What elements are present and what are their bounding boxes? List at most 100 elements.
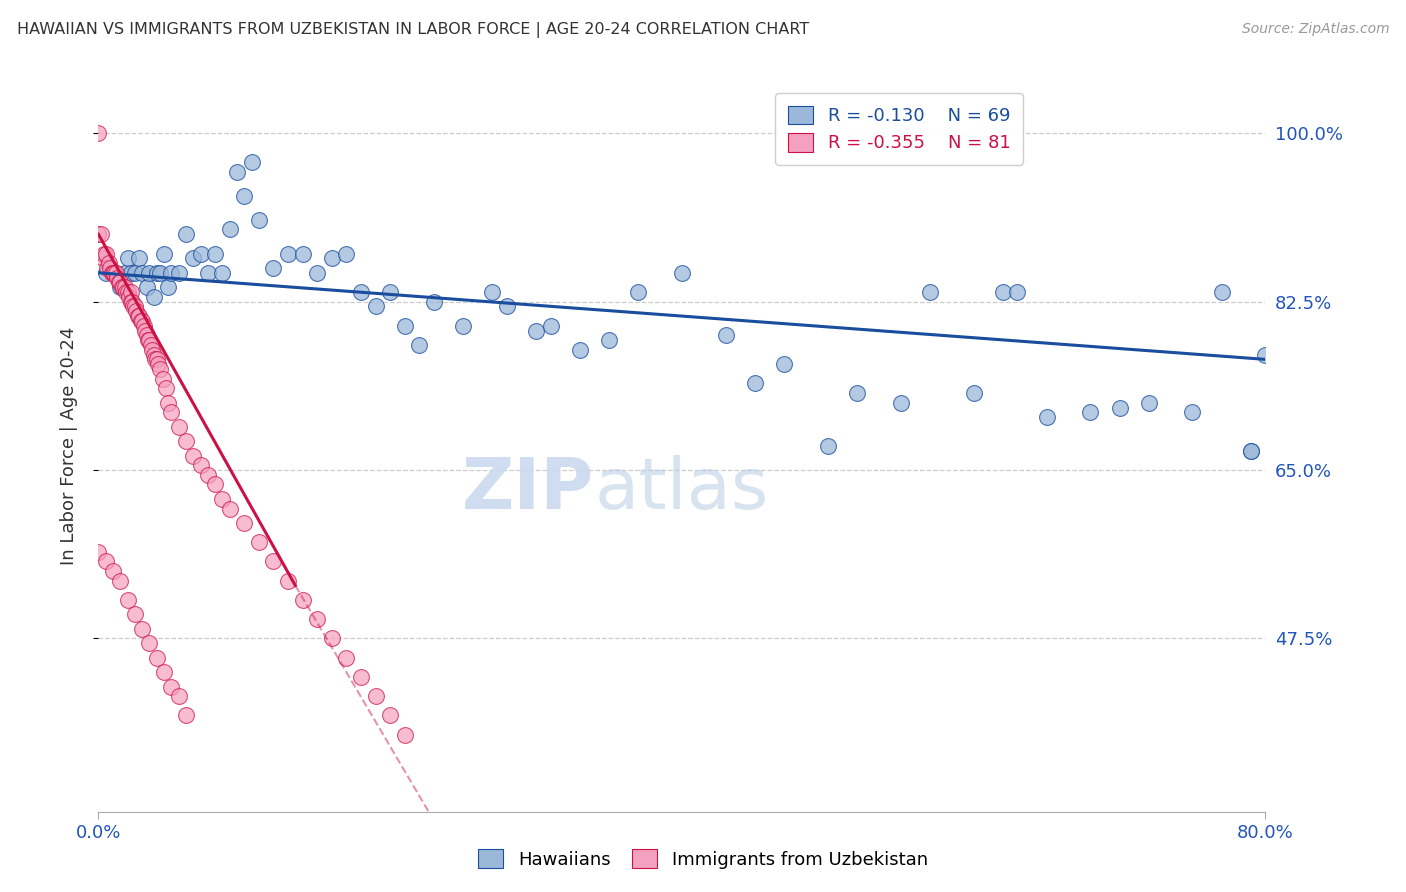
Point xyxy=(108,276,131,290)
Point xyxy=(146,352,169,367)
Point xyxy=(101,266,124,280)
Point xyxy=(181,449,204,463)
Point xyxy=(160,405,183,419)
Point xyxy=(167,419,190,434)
Point xyxy=(211,266,233,280)
Point xyxy=(148,357,170,371)
Text: ZIP: ZIP xyxy=(463,456,595,524)
Point xyxy=(134,324,156,338)
Point xyxy=(262,554,284,568)
Point xyxy=(129,314,152,328)
Point xyxy=(118,290,141,304)
Point xyxy=(568,343,591,357)
Point xyxy=(115,285,138,299)
Point xyxy=(110,280,132,294)
Point xyxy=(160,680,183,694)
Point xyxy=(451,318,474,333)
Point xyxy=(408,338,430,352)
Point xyxy=(104,266,127,280)
Point xyxy=(121,294,143,309)
Point xyxy=(135,280,157,294)
Point xyxy=(991,285,1014,299)
Point xyxy=(104,266,127,280)
Point xyxy=(181,252,204,266)
Point xyxy=(103,266,125,280)
Point xyxy=(167,690,190,704)
Point xyxy=(153,246,176,260)
Legend: Hawaiians, Immigrants from Uzbekistan: Hawaiians, Immigrants from Uzbekistan xyxy=(471,842,935,876)
Point xyxy=(98,260,121,275)
Point xyxy=(846,386,869,401)
Point xyxy=(598,333,620,347)
Point xyxy=(1007,285,1029,299)
Point xyxy=(291,593,314,607)
Text: atlas: atlas xyxy=(595,456,769,524)
Point xyxy=(1035,410,1057,425)
Point xyxy=(142,290,165,304)
Point xyxy=(124,266,146,280)
Point xyxy=(1240,443,1263,458)
Point xyxy=(197,467,219,482)
Text: Source: ZipAtlas.com: Source: ZipAtlas.com xyxy=(1241,22,1389,37)
Point xyxy=(1211,285,1233,299)
Point xyxy=(204,246,226,260)
Point xyxy=(125,304,148,318)
Point xyxy=(277,246,299,260)
Point xyxy=(1240,443,1263,458)
Point xyxy=(167,266,190,280)
Point xyxy=(773,357,796,371)
Point xyxy=(105,270,128,285)
Point xyxy=(350,285,373,299)
Point xyxy=(87,126,110,140)
Point xyxy=(117,593,139,607)
Point xyxy=(218,501,240,516)
Point xyxy=(153,665,176,680)
Point xyxy=(139,338,162,352)
Point xyxy=(128,252,150,266)
Point xyxy=(101,564,124,578)
Point xyxy=(307,612,329,626)
Y-axis label: In Labor Force | Age 20-24: In Labor Force | Age 20-24 xyxy=(59,326,77,566)
Point xyxy=(962,386,984,401)
Point xyxy=(94,246,117,260)
Point xyxy=(110,574,132,588)
Point xyxy=(481,285,503,299)
Point xyxy=(233,516,256,530)
Point xyxy=(262,260,284,275)
Point xyxy=(307,266,329,280)
Point xyxy=(90,227,112,242)
Point xyxy=(94,266,117,280)
Legend: R = -0.130    N = 69, R = -0.355    N = 81: R = -0.130 N = 69, R = -0.355 N = 81 xyxy=(775,93,1024,165)
Point xyxy=(744,376,766,391)
Point xyxy=(96,260,118,275)
Point xyxy=(124,300,146,314)
Point xyxy=(120,285,142,299)
Point xyxy=(93,246,115,260)
Point xyxy=(141,343,163,357)
Point xyxy=(496,300,519,314)
Point xyxy=(226,164,249,178)
Point xyxy=(131,622,153,636)
Point xyxy=(136,333,159,347)
Point xyxy=(190,246,212,260)
Point xyxy=(247,535,270,549)
Point xyxy=(918,285,941,299)
Point xyxy=(157,280,180,294)
Point xyxy=(91,252,114,266)
Point xyxy=(114,280,136,294)
Point xyxy=(204,477,226,491)
Point xyxy=(146,266,169,280)
Point xyxy=(94,554,117,568)
Point xyxy=(1108,401,1130,415)
Point xyxy=(190,458,212,473)
Point xyxy=(394,728,416,742)
Point xyxy=(350,670,373,684)
Point xyxy=(321,632,343,646)
Point xyxy=(671,266,693,280)
Point xyxy=(540,318,562,333)
Point xyxy=(138,333,160,347)
Point xyxy=(117,285,139,299)
Point xyxy=(120,266,142,280)
Point xyxy=(124,607,146,622)
Point xyxy=(240,155,263,169)
